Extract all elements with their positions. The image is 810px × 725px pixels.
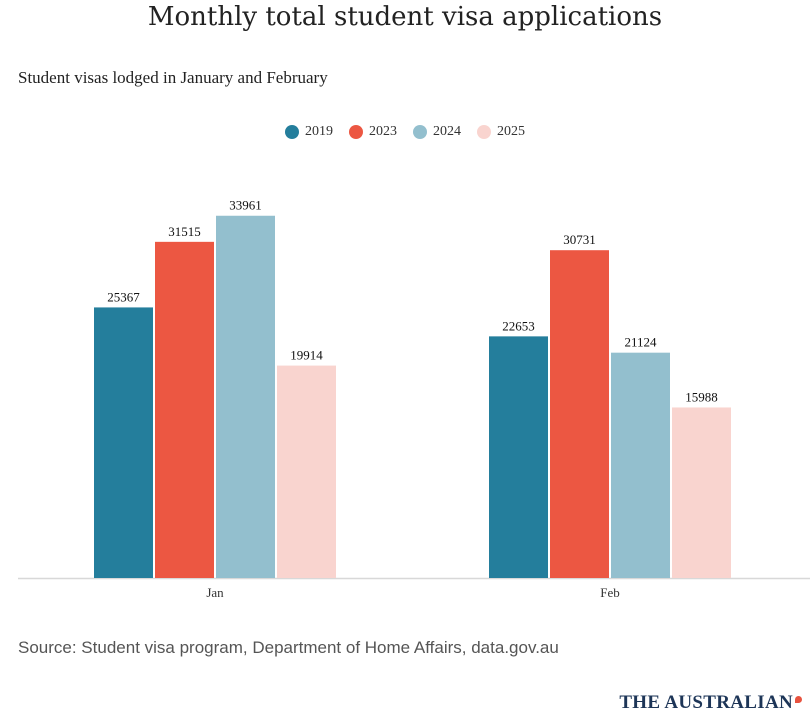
legend-item-2025[interactable]: 2025 <box>477 124 525 140</box>
legend-dot-icon <box>285 125 299 139</box>
data-label: 25367 <box>107 289 140 304</box>
legend-label: 2024 <box>433 124 461 139</box>
x-tick-label: Jan <box>206 585 224 600</box>
legend: 2019 2023 2024 2025 <box>0 124 810 140</box>
data-label: 31515 <box>168 224 201 239</box>
bar-feb-2025[interactable] <box>672 407 731 578</box>
bar-jan-2023[interactable] <box>155 241 214 578</box>
legend-label: 2025 <box>497 124 525 139</box>
bar-feb-2024[interactable] <box>611 352 670 578</box>
data-label: 30731 <box>563 232 596 247</box>
chart-title: Monthly total student visa applications <box>147 2 663 32</box>
bar-chart: 25367 31515 33961 19914 Jan 22653 30731 21124 15… <box>18 198 810 600</box>
legend-item-2024[interactable]: 2024 <box>413 124 461 140</box>
data-label: 21124 <box>624 335 657 350</box>
legend-label: 2023 <box>369 124 397 139</box>
publisher-logo[interactable]: THE AUSTRALIAN <box>619 692 802 714</box>
bar-feb-2019[interactable] <box>489 336 548 578</box>
bar-jan-2024[interactable] <box>216 215 275 578</box>
legend-label: 2019 <box>305 124 333 139</box>
chart-subtitle: Student visas lodged in January and Febr… <box>18 68 328 87</box>
data-label: 22653 <box>502 318 535 333</box>
legend-dot-icon <box>349 125 363 139</box>
legend-dot-icon <box>477 125 491 139</box>
bar-jan-2019[interactable] <box>94 307 153 578</box>
x-tick-label: Feb <box>600 585 620 600</box>
australia-map-icon <box>795 695 802 703</box>
brand-name: THE AUSTRALIAN <box>619 692 793 713</box>
bar-jan-2025[interactable] <box>277 365 336 578</box>
bar-feb-2023[interactable] <box>550 250 609 578</box>
legend-dot-icon <box>413 125 427 139</box>
data-label: 15988 <box>685 389 718 404</box>
source-note: Source: Student visa program, Department… <box>18 638 559 657</box>
legend-item-2019[interactable]: 2019 <box>285 124 333 140</box>
data-label: 19914 <box>290 348 323 363</box>
legend-item-2023[interactable]: 2023 <box>349 124 397 140</box>
data-label: 33961 <box>229 198 262 213</box>
